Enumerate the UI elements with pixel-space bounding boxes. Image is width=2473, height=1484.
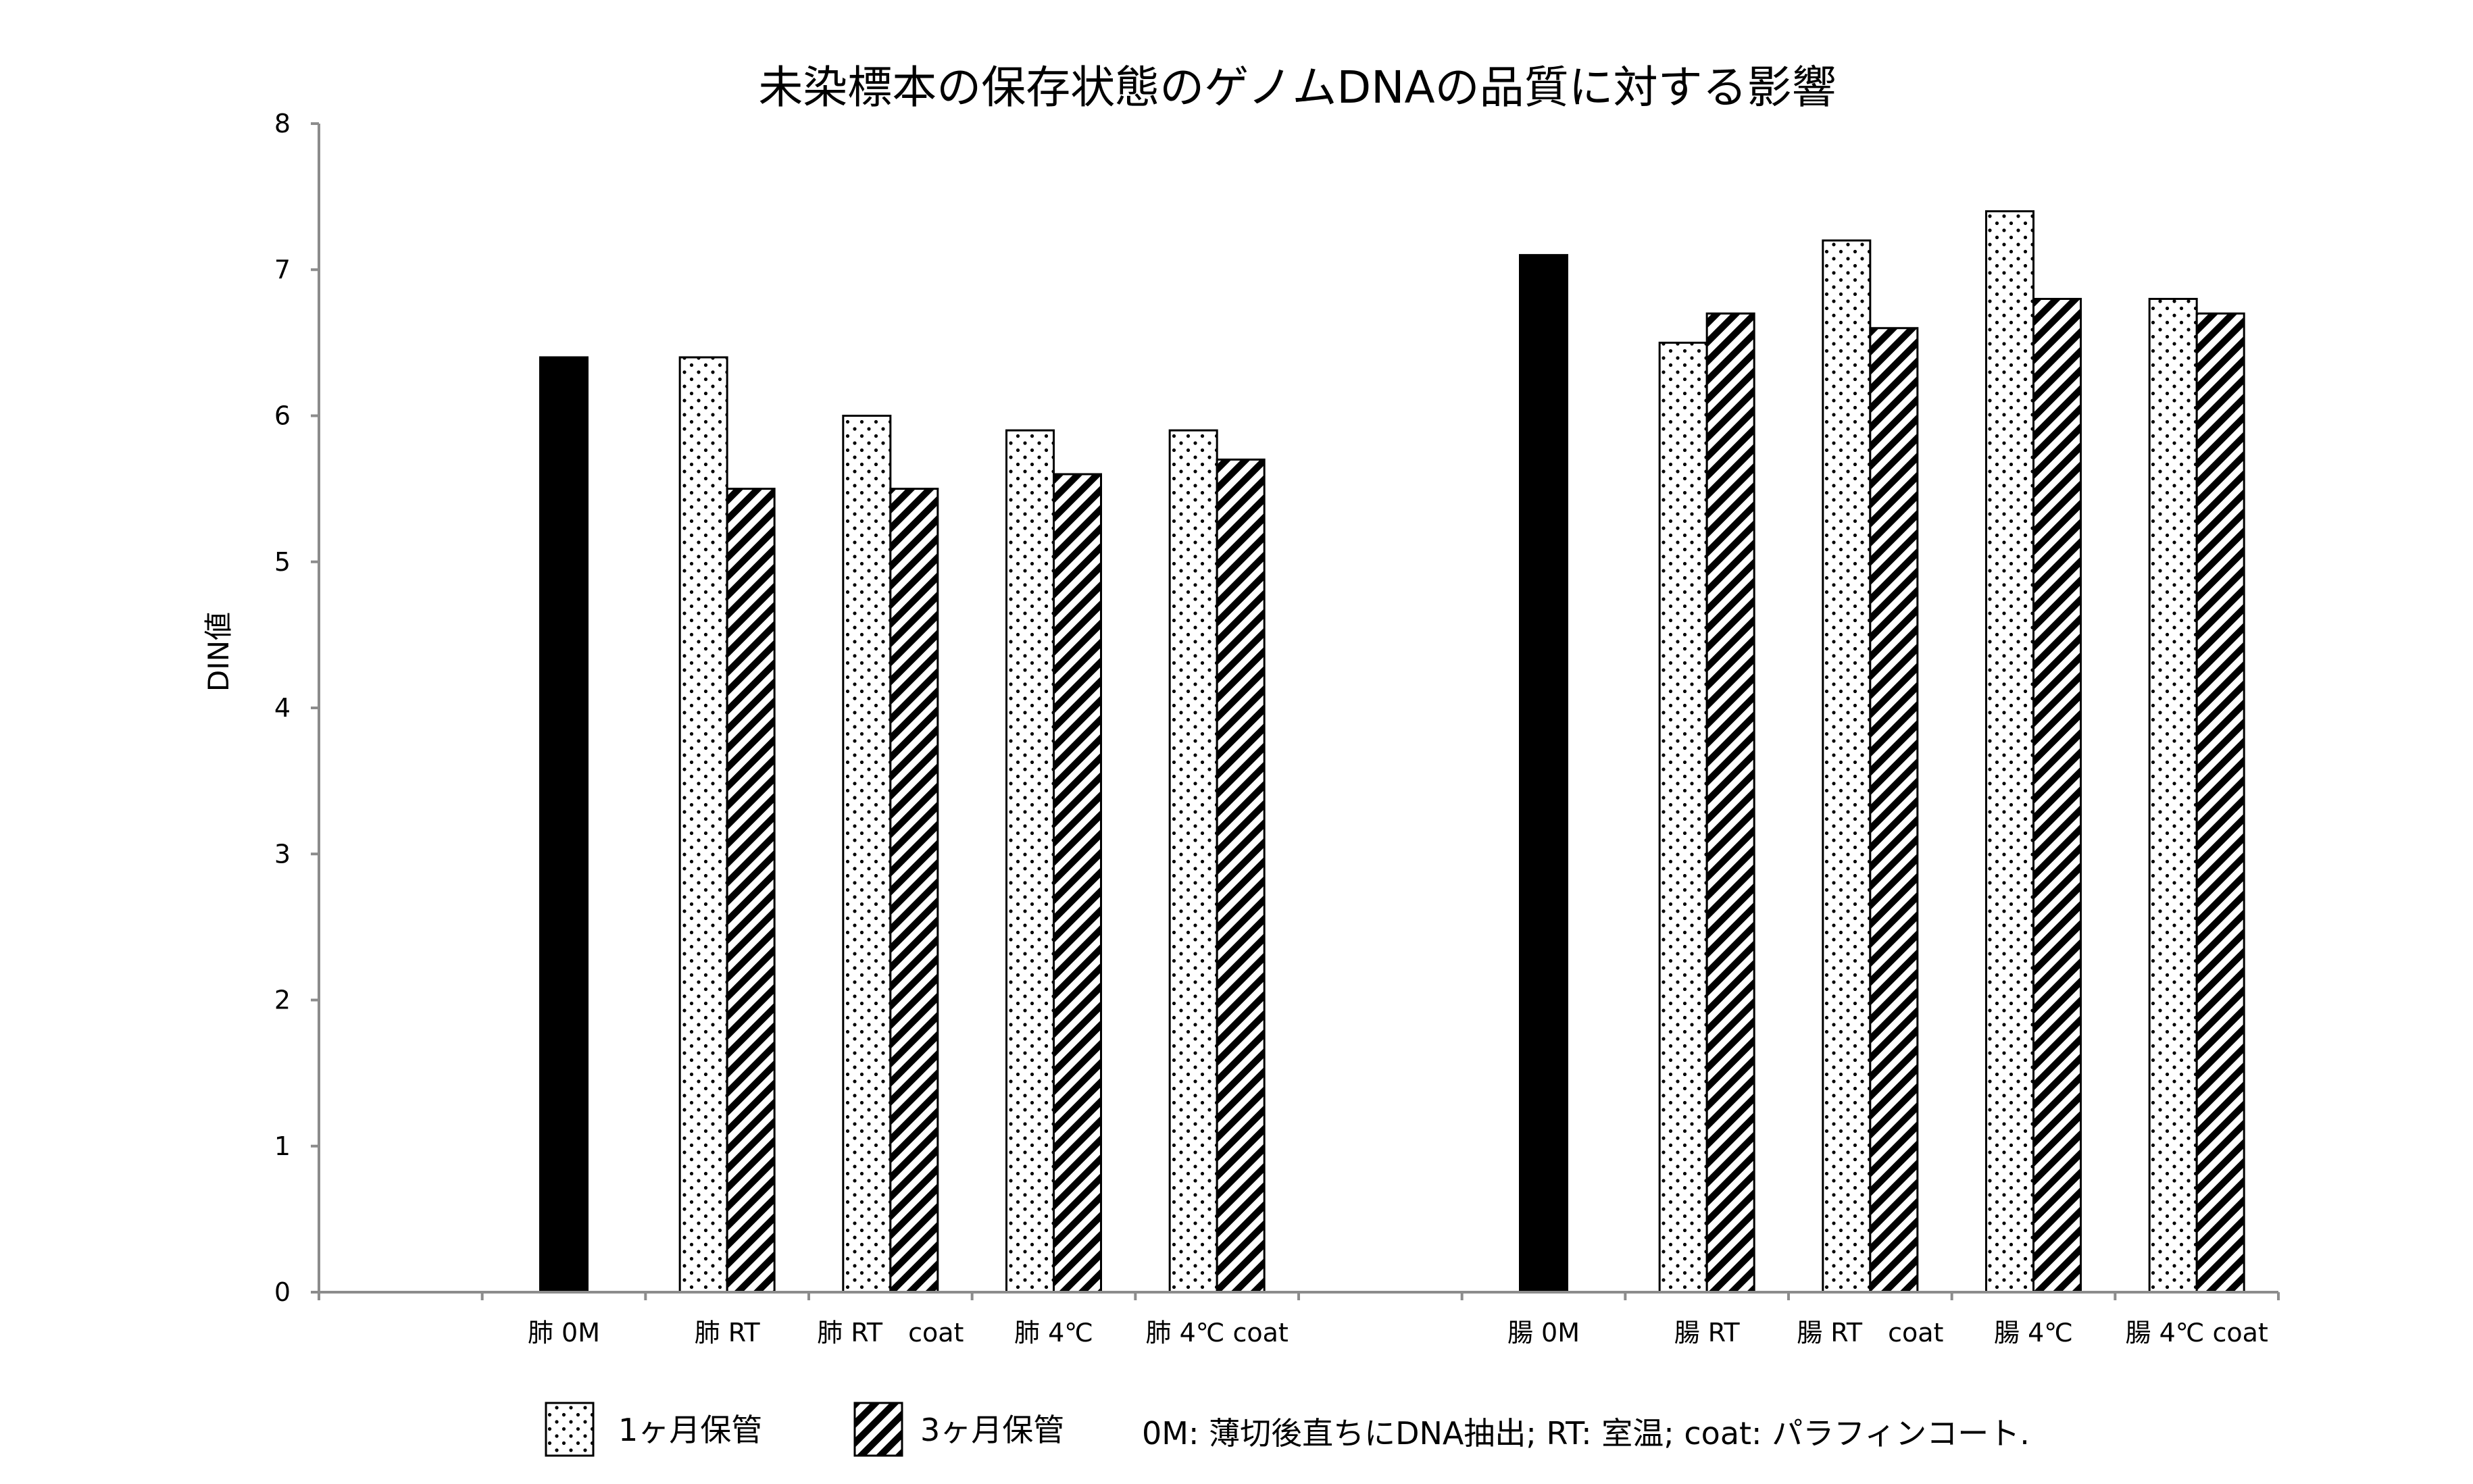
y-tick-label: 1	[274, 1131, 291, 1161]
legend-note: 0M: 薄切後直ちにDNA抽出; RT: 室温; coat: パラフィンコート.	[1142, 1415, 2030, 1452]
x-category-label: 腸 4℃ coat	[2125, 1318, 2268, 1348]
y-tick-label: 3	[274, 839, 291, 869]
y-tick-label: 4	[274, 693, 291, 723]
y-tick-label: 8	[274, 109, 291, 138]
legend-swatch-1month	[545, 1402, 595, 1457]
y-tick-label: 7	[274, 255, 291, 284]
x-category-label: 肺 4℃ coat	[1145, 1318, 1288, 1348]
bar-dots	[1985, 210, 2034, 1294]
bar-dots	[1658, 341, 1708, 1294]
bar-hatch	[2032, 298, 2082, 1294]
y-tick-label: 0	[274, 1277, 291, 1307]
bar-solid	[539, 356, 589, 1294]
x-axis: 肺 0M 肺 RT 肺 RT coat 肺 4℃ 肺 4℃ coat 腸 0M 腸 RT 腸 …	[318, 1291, 2280, 1348]
legend-label-1month: 1ヶ月保管	[618, 1412, 762, 1448]
bar-hatch	[1053, 473, 1102, 1294]
chart-title: 未染標本の保存状態のゲノムDNAの品質に対する影響	[758, 61, 1836, 113]
y-tick-label: 5	[274, 547, 291, 577]
bar-dots	[678, 356, 728, 1294]
x-category-label: 肺 RT	[695, 1318, 761, 1348]
bar-hatch	[1869, 327, 1919, 1294]
bar-hatch	[1705, 312, 1755, 1294]
x-category-label: 腸 RT coat	[1797, 1318, 1943, 1348]
x-category-label: 腸 4℃	[1994, 1318, 2073, 1348]
legend-label-3month: 3ヶ月保管	[920, 1412, 1064, 1448]
bar-dots	[842, 415, 892, 1294]
bar-hatch	[2195, 312, 2245, 1294]
bar-hatch	[1216, 458, 1266, 1294]
y-tick-label: 2	[274, 986, 291, 1015]
y-axis-title: DIN値	[202, 612, 235, 692]
y-axis: 0 1 2 3 4 5 6 7 8	[274, 109, 320, 1307]
bar-hatch	[889, 488, 939, 1294]
legend-swatch-3month	[853, 1402, 903, 1457]
legend: 1ヶ月保管 3ヶ月保管 0M: 薄切後直ちにDNA抽出; RT: 室温; coa…	[545, 1402, 2030, 1457]
bar-dots	[1005, 429, 1055, 1294]
bar-dots	[2148, 298, 2198, 1294]
x-category-label: 腸 RT	[1674, 1318, 1741, 1348]
x-category-label: 肺 4℃	[1014, 1318, 1093, 1348]
bars	[539, 210, 2245, 1294]
bar-solid	[1519, 254, 1568, 1294]
x-category-label: 肺 0M	[528, 1318, 600, 1348]
bar-dots	[1822, 239, 1872, 1294]
bar-dots	[1168, 429, 1218, 1294]
bar-hatch	[726, 488, 776, 1294]
x-category-label: 肺 RT coat	[817, 1318, 964, 1348]
y-tick-label: 6	[274, 401, 291, 431]
x-category-label: 腸 0M	[1507, 1318, 1580, 1348]
